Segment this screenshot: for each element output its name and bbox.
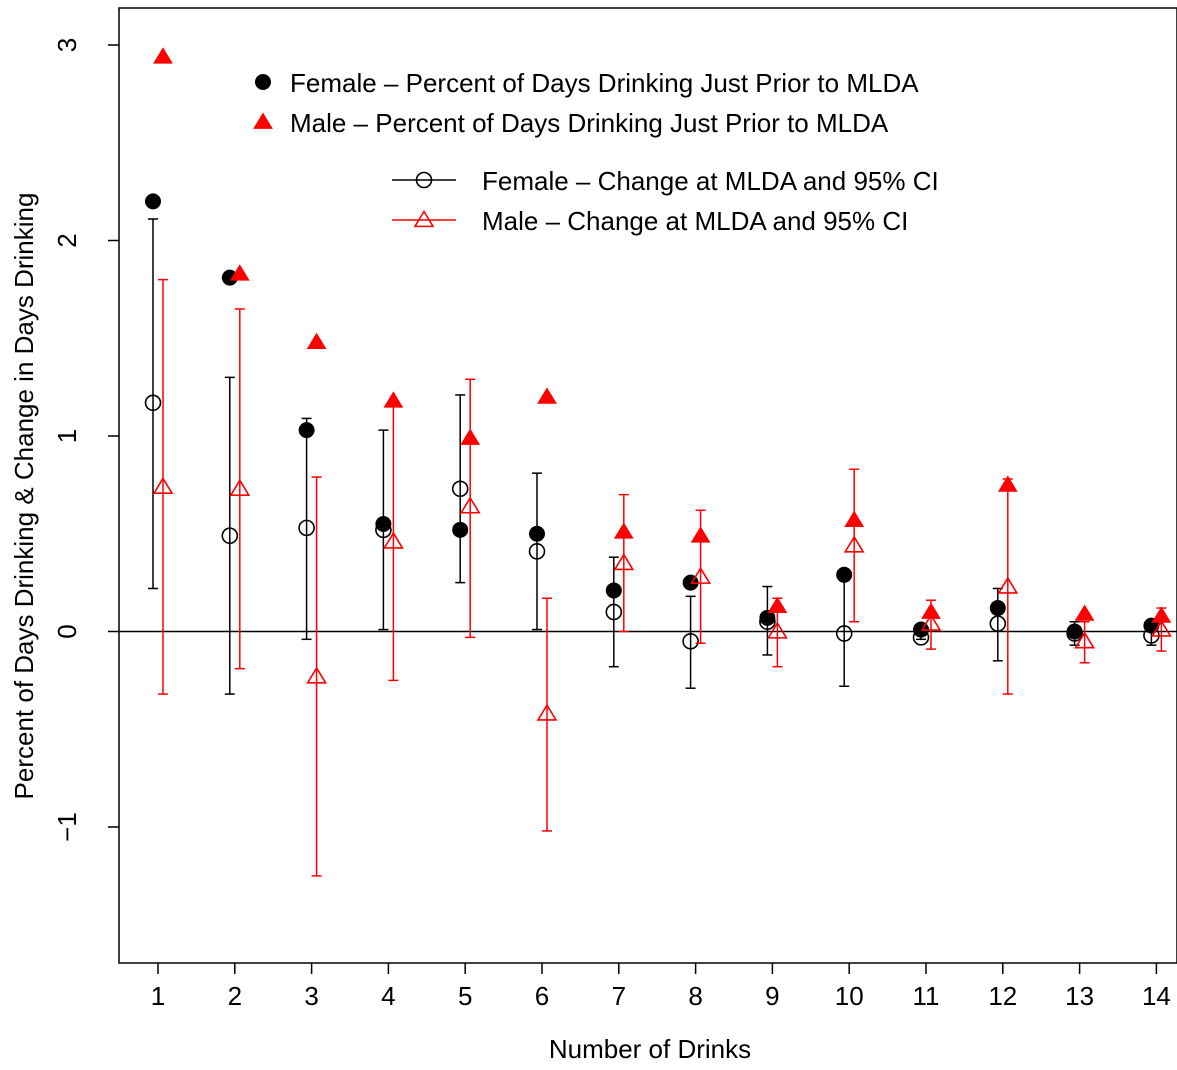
legend-label-female-pct: Female – Percent of Days Drinking Just P… xyxy=(290,68,919,98)
legend-label-male-pct: Male – Percent of Days Drinking Just Pri… xyxy=(290,108,889,138)
y-tick-label: 1 xyxy=(52,429,82,443)
x-tick-label: 7 xyxy=(612,981,626,1011)
x-tick-label: 1 xyxy=(151,981,165,1011)
data-point-male-pct xyxy=(153,47,173,64)
y-tick-label: 2 xyxy=(52,233,82,247)
data-point-male-pct xyxy=(537,387,557,404)
legend-marker-male-change xyxy=(413,209,435,228)
data-point-male-change xyxy=(536,703,558,721)
data-point-female-change xyxy=(682,632,699,650)
data-point-male-change xyxy=(152,476,174,495)
y-tick-label: −1 xyxy=(52,812,82,842)
data-point-male-change xyxy=(306,666,328,684)
plot-frame xyxy=(118,7,1177,964)
data-point-male-pct xyxy=(1074,604,1095,621)
x-axis-label: Number of Drinks xyxy=(549,1034,751,1064)
data-point-male-change xyxy=(766,621,788,639)
data-point-female-change xyxy=(605,603,623,621)
plot-area xyxy=(119,47,1177,877)
data-point-female-change xyxy=(144,394,162,412)
legend-label-female-change: Female – Change at MLDA and 95% CI xyxy=(482,166,939,196)
x-tick-label: 13 xyxy=(1065,981,1094,1011)
legend-marker-female-pct xyxy=(255,74,271,90)
data-point-male-pct xyxy=(229,264,250,281)
data-point-male-change xyxy=(459,496,481,514)
x-tick-label: 3 xyxy=(304,981,318,1011)
x-tick-label: 4 xyxy=(381,981,395,1011)
data-point-male-change xyxy=(613,553,635,571)
data-point-female-change xyxy=(759,613,776,631)
x-tick-label: 11 xyxy=(913,981,940,1011)
data-point-female-change xyxy=(1066,625,1083,642)
y-axis-label: Percent of Days Drinking & Change in Day… xyxy=(9,193,39,800)
data-point-female-change xyxy=(221,527,239,545)
legend: Female – Percent of Days Drinking Just P… xyxy=(253,68,939,236)
x-tick-label: 12 xyxy=(988,981,1017,1011)
data-point-female-change xyxy=(298,519,315,537)
data-point-male-change xyxy=(843,535,865,553)
data-point-male-change xyxy=(382,531,404,549)
data-point-male-change xyxy=(1074,631,1096,649)
data-point-female-change xyxy=(835,625,853,642)
legend-label-male-change: Male – Change at MLDA and 95% CI xyxy=(482,206,908,236)
data-point-female-pct xyxy=(145,193,161,210)
x-tick-label: 8 xyxy=(688,981,702,1011)
x-tick-label: 14 xyxy=(1142,981,1171,1011)
y-tick-label: 3 xyxy=(52,38,82,52)
data-point-male-pct xyxy=(306,332,327,350)
data-point-male-change xyxy=(690,566,712,584)
data-point-female-change xyxy=(451,480,469,498)
x-tick-label: 9 xyxy=(765,981,779,1011)
x-tick-label: 5 xyxy=(458,981,472,1011)
data-point-male-change xyxy=(920,613,942,631)
data-point-female-change xyxy=(528,543,546,560)
data-point-male-change xyxy=(1150,619,1172,637)
data-point-male-change xyxy=(997,576,1019,594)
x-tick-label: 10 xyxy=(835,981,864,1011)
legend-marker-male-pct xyxy=(253,112,273,129)
x-tick-label: 6 xyxy=(535,981,549,1011)
data-point-female-change xyxy=(989,615,1007,632)
legend-marker-female-change xyxy=(415,171,433,189)
y-tick-label: 0 xyxy=(52,624,82,638)
x-tick-label: 2 xyxy=(228,981,242,1011)
data-point-male-change xyxy=(229,478,251,496)
data-point-female-change xyxy=(912,629,930,646)
data-point-female-change xyxy=(375,521,392,539)
